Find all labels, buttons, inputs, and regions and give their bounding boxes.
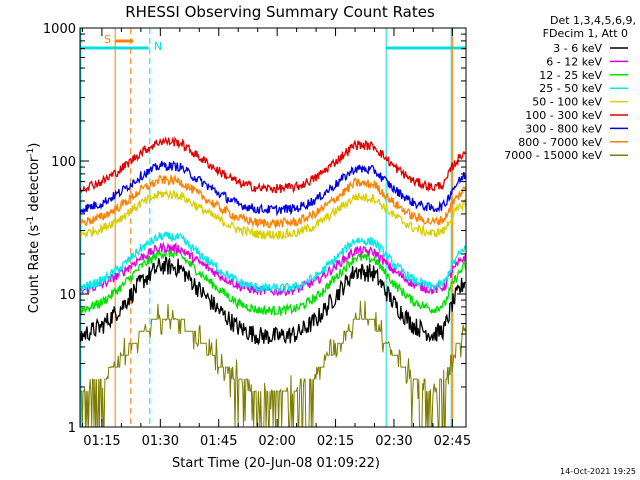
y-tick-label: 1000 bbox=[43, 22, 76, 37]
legend-item-label: 12 - 25 keV bbox=[539, 69, 602, 82]
legend-header-line1: Det 1,3,4,5,6,9, bbox=[550, 14, 636, 27]
series-line bbox=[79, 160, 467, 217]
series-line bbox=[79, 241, 467, 297]
x-tick-label: 01:45 bbox=[200, 434, 237, 449]
night-marker-label: N bbox=[154, 40, 162, 53]
x-axis: 01:15 01:30 01:45 02:00 02:15 02:30 02:45 bbox=[81, 28, 471, 449]
chart-title: RHESSI Observing Summary Count Rates bbox=[125, 3, 435, 21]
y-tick-label: 100 bbox=[51, 155, 76, 170]
legend-item-label: 800 - 7000 keV bbox=[518, 136, 602, 149]
x-tick-label: 02:45 bbox=[434, 434, 471, 449]
legend-item-label: 50 - 100 keV bbox=[532, 96, 602, 109]
legend-item-label: 100 - 300 keV bbox=[525, 109, 602, 122]
x-tick-label: 01:15 bbox=[83, 434, 120, 449]
y-tick-label: 1 bbox=[68, 421, 76, 436]
plot-frame bbox=[79, 27, 467, 428]
series-line bbox=[80, 300, 466, 428]
series-line bbox=[79, 248, 467, 317]
plot-area bbox=[79, 28, 467, 428]
y-axis-label-sup2: -1 bbox=[26, 148, 36, 157]
legend: Det 1,3,4,5,6,9, FDecim 1, Att 0 3 - 6 k… bbox=[504, 14, 636, 162]
x-tick-label: 02:15 bbox=[317, 434, 354, 449]
y-axis-label-end: ) bbox=[27, 143, 42, 148]
legend-item-label: 3 - 6 keV bbox=[553, 42, 602, 55]
legend-item-label: 7000 - 15000 keV bbox=[504, 149, 602, 162]
legend-item-label: 300 - 800 keV bbox=[525, 122, 602, 135]
y-axis-label: Count Rate (s-1 detector-1) bbox=[26, 143, 42, 314]
saa-marker-label: S bbox=[104, 33, 111, 46]
footer-timestamp: 14-Oct-2021 19:25 bbox=[560, 467, 636, 476]
series-line bbox=[79, 189, 467, 241]
x-tick-label: 01:30 bbox=[142, 434, 179, 449]
x-tick-label: 02:00 bbox=[258, 434, 295, 449]
y-tick-label: 10 bbox=[59, 288, 76, 303]
y-axis-label-mid: detector bbox=[27, 156, 42, 216]
x-tick-label: 02:30 bbox=[375, 434, 412, 449]
y-axis-label-sup1: -1 bbox=[26, 216, 36, 225]
x-axis-label: Start Time (20-Jun-08 01:09:22) bbox=[172, 456, 380, 471]
legend-header-line2: FDecim 1, Att 0 bbox=[543, 27, 628, 40]
series-line bbox=[79, 173, 467, 230]
legend-item-label: 6 - 12 keV bbox=[546, 55, 602, 68]
y-axis: 1 10 100 1000 bbox=[43, 22, 466, 436]
series-line bbox=[80, 231, 467, 293]
series-line bbox=[79, 256, 466, 346]
y-axis-label-main: Count Rate (s bbox=[27, 225, 42, 314]
series-line bbox=[79, 135, 467, 194]
legend-item-label: 25 - 50 keV bbox=[539, 82, 602, 95]
